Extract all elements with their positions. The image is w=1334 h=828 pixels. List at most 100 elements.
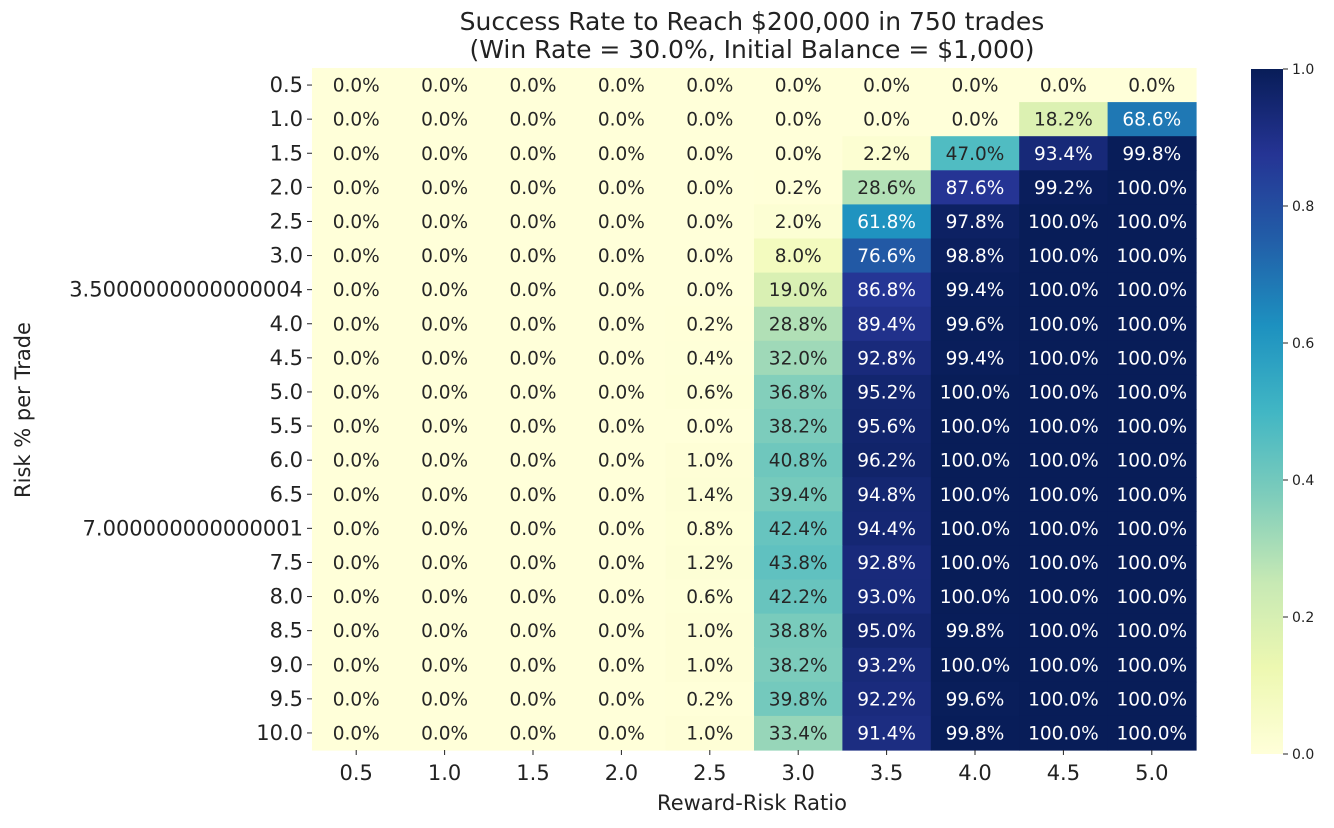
heatmap-cell <box>488 715 578 751</box>
heatmap-cell <box>1107 136 1197 171</box>
heatmap-cell-label: 0.0% <box>333 723 380 744</box>
heatmap-cell-label: 19.0% <box>769 280 828 301</box>
heatmap-cell <box>400 647 490 683</box>
heatmap-cell <box>1019 715 1109 751</box>
heatmap-cell <box>1019 68 1109 103</box>
heatmap-cell <box>665 374 755 410</box>
heatmap-cell <box>930 613 1020 649</box>
heatmap-cell <box>842 443 932 478</box>
heatmap-cell <box>930 170 1020 205</box>
x-tick-label: 2.0 <box>605 761 638 785</box>
heatmap-cell-label: 100.0% <box>1028 314 1099 335</box>
heatmap-cell <box>577 170 667 205</box>
heatmap-cell-label: 95.2% <box>857 382 916 403</box>
heatmap-cell <box>1019 443 1109 478</box>
y-axis: 0.5 1.0 1.5 2.0 2.5 3.0 3.5000000000000004 4.0 4… <box>69 73 312 745</box>
heatmap-cell <box>488 374 578 410</box>
chart-title: Success Rate to Reach $200,000 in 750 tr… <box>460 7 1045 64</box>
heatmap-cell <box>665 204 755 240</box>
heatmap-cell-label: 0.0% <box>598 689 645 710</box>
heatmap-cell <box>488 170 578 205</box>
heatmap-cell-label: 0.0% <box>686 110 733 131</box>
heatmap-cell <box>312 238 401 274</box>
heatmap-cell <box>930 136 1020 171</box>
heatmap-cell-label: 0.0% <box>333 76 380 97</box>
heatmap-cell <box>842 136 932 171</box>
heatmap-cell <box>842 102 932 137</box>
heatmap-cell-label: 0.0% <box>421 144 468 165</box>
heatmap-cell-label: 100.0% <box>1028 485 1099 506</box>
heatmap-cell-label: 0.0% <box>333 417 380 438</box>
heatmap-cell-label: 0.0% <box>333 246 380 267</box>
heatmap-cell-label: 99.8% <box>946 723 1005 744</box>
heatmap-cell <box>577 68 667 103</box>
heatmap-cell-label: 100.0% <box>1028 723 1099 744</box>
heatmap-cell <box>1019 511 1109 546</box>
heatmap-cell-label: 100.0% <box>1117 723 1188 744</box>
heatmap-cell <box>754 272 843 308</box>
heatmap-cell <box>1107 409 1197 444</box>
heatmap-cell-label: 99.6% <box>946 314 1005 335</box>
heatmap-cell-label: 8.0% <box>775 246 822 267</box>
heatmap-cell-label: 100.0% <box>1117 485 1188 506</box>
x-tick-label: 0.5 <box>339 761 372 785</box>
heatmap-cell-label: 100.0% <box>1117 314 1188 335</box>
heatmap-cell-label: 0.0% <box>510 485 557 506</box>
heatmap-cell-label: 0.0% <box>333 314 380 335</box>
heatmap-cell-label: 97.8% <box>946 212 1005 233</box>
heatmap-cell <box>842 681 932 717</box>
heatmap-cell-label: 0.8% <box>686 519 733 540</box>
heatmap-cell-label: 0.0% <box>510 246 557 267</box>
heatmap-cell-label: 100.0% <box>1028 280 1099 301</box>
heatmap-cell-label: 0.0% <box>333 280 380 301</box>
heatmap-cell-label: 0.0% <box>863 76 910 97</box>
heatmap-cell <box>754 170 843 205</box>
heatmap-cell-label: 0.0% <box>598 519 645 540</box>
heatmap-cell <box>400 443 490 478</box>
colorbar-tick-label: 0.8 <box>1292 199 1314 215</box>
heatmap-cell <box>1019 204 1109 240</box>
heatmap-cell-label: 0.0% <box>421 553 468 574</box>
heatmap-cell <box>1107 579 1197 615</box>
heatmap-cell-label: 38.8% <box>769 621 828 642</box>
x-tick-label: 3.0 <box>781 761 814 785</box>
heatmap-cell <box>577 238 667 274</box>
heatmap-cell <box>488 579 578 615</box>
heatmap-cell-label: 0.0% <box>333 382 380 403</box>
heatmap-cell <box>842 715 932 751</box>
y-tick-label: 2.5 <box>270 209 303 233</box>
heatmap-cell-label: 99.4% <box>946 280 1005 301</box>
heatmap-cell-label: 1.0% <box>686 723 733 744</box>
heatmap-cell-label: 100.0% <box>1028 689 1099 710</box>
heatmap-cell-label: 0.0% <box>598 212 645 233</box>
x-tick-label: 1.0 <box>428 761 461 785</box>
heatmap-cell <box>400 477 490 512</box>
heatmap-cell <box>312 545 401 581</box>
y-tick-label: 9.0 <box>270 653 303 677</box>
heatmap-cell <box>1107 443 1197 478</box>
y-tick-label: 7.5 <box>270 550 303 574</box>
heatmap-cell <box>665 170 755 205</box>
heatmap-cell <box>665 715 755 751</box>
heatmap-cell-label: 0.0% <box>510 314 557 335</box>
heatmap-cell <box>1019 579 1109 615</box>
heatmap-cell <box>488 545 578 581</box>
heatmap-cell <box>312 579 401 615</box>
heatmap-cell <box>577 613 667 649</box>
colorbar-gradient <box>1251 69 1283 754</box>
heatmap-cell <box>400 238 490 274</box>
heatmap-cell <box>842 409 932 444</box>
heatmap-cells <box>312 68 1197 751</box>
heatmap-cell <box>930 409 1020 444</box>
heatmap-cell <box>312 272 401 308</box>
heatmap-cell <box>842 613 932 649</box>
heatmap-cell-label: 100.0% <box>1028 587 1099 608</box>
x-axis: 0.5 1.0 1.5 2.0 2.5 3.0 3.5 4.0 4.5 5.0 <box>339 750 1169 785</box>
heatmap-cell <box>577 136 667 171</box>
heatmap-cell <box>1107 102 1197 137</box>
heatmap-cell <box>312 136 401 171</box>
heatmap-cell-label: 100.0% <box>1117 417 1188 438</box>
heatmap-cell <box>400 681 490 717</box>
heatmap-cell <box>1019 545 1109 581</box>
